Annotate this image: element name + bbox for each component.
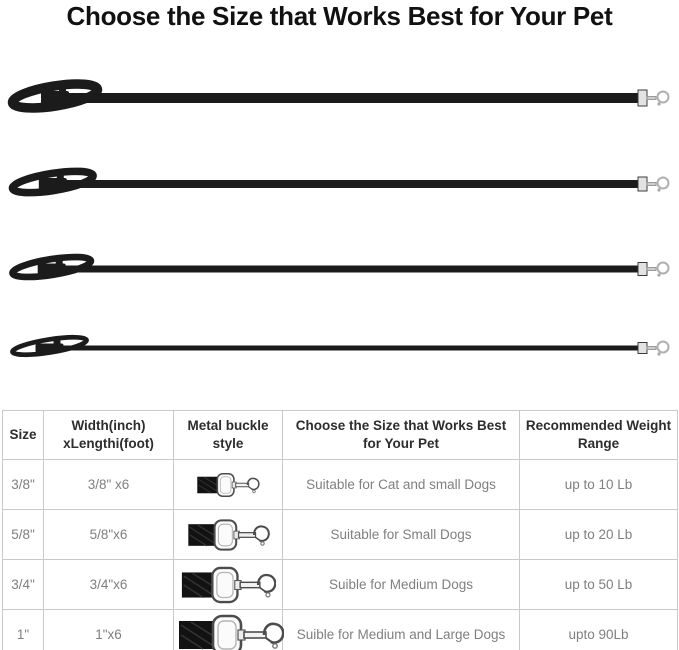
cell-size: 3/4" — [2, 559, 44, 610]
col-header-width-length: Width(inch) xLengthi(foot) — [43, 410, 174, 460]
cell-size: 1" — [2, 609, 44, 650]
cell-description: Suitable for Cat and small Dogs — [282, 459, 520, 510]
leash-illustration-4 — [0, 326, 679, 370]
cell-buckle — [173, 509, 283, 560]
col-header-description: Choose the Size that Works Best for Your… — [282, 410, 520, 460]
cell-weight: up to 10 Lb — [519, 459, 678, 510]
snap-hook-icon — [187, 518, 270, 551]
cell-width-length: 1"x6 — [43, 609, 174, 650]
leash-illustration-1 — [0, 76, 679, 120]
cell-size: 5/8" — [2, 509, 44, 560]
leash-illustration-2 — [0, 162, 679, 206]
cell-weight: up to 50 Lb — [519, 559, 678, 610]
cell-description: Suible for Medium Dogs — [282, 559, 520, 610]
table-header-row: Size Width(inch) xLengthi(foot) Metal bu… — [2, 410, 678, 460]
cell-buckle — [173, 459, 283, 510]
snap-hook-icon — [197, 472, 260, 497]
leash-illustration-3 — [0, 247, 679, 291]
table-row: 3/4" 3/4"x6 Suible for Medium Dogs up to 5… — [2, 559, 678, 610]
table-row: 5/8" 5/8"x6 Suitable for Small Dogs up to … — [2, 509, 678, 560]
cell-width-length: 5/8"x6 — [43, 509, 174, 560]
table-row: 1" 1"x6 Suible for Medium and Large Dogs u… — [2, 609, 678, 650]
size-comparison-table: Size Width(inch) xLengthi(foot) Metal bu… — [2, 410, 678, 650]
page-title: Choose the Size that Works Best for Your… — [66, 1, 613, 31]
cell-buckle — [173, 559, 283, 610]
col-header-buckle-style: Metal buckle style — [173, 410, 283, 460]
col-header-weight-range: Recommended Weight Range — [519, 410, 678, 460]
cell-buckle — [173, 609, 284, 650]
col-header-size: Size — [2, 410, 44, 460]
cell-description: Suible for Medium and Large Dogs — [282, 609, 520, 650]
table-row: 3/8" 3/8" x6 Suitable for Cat and small D… — [2, 459, 678, 510]
snap-hook-icon — [181, 566, 276, 603]
snap-hook-icon — [179, 614, 284, 650]
cell-description: Suitable for Small Dogs — [282, 509, 520, 560]
size-table-body: 3/8" 3/8" x6 Suitable for Cat and small D… — [2, 459, 678, 650]
cell-size: 3/8" — [2, 459, 44, 510]
cell-weight: upto 90Lb — [519, 609, 678, 650]
cell-width-length: 3/4"x6 — [43, 559, 174, 610]
cell-weight: up to 20 Lb — [519, 509, 678, 560]
cell-width-length: 3/8" x6 — [43, 459, 174, 510]
